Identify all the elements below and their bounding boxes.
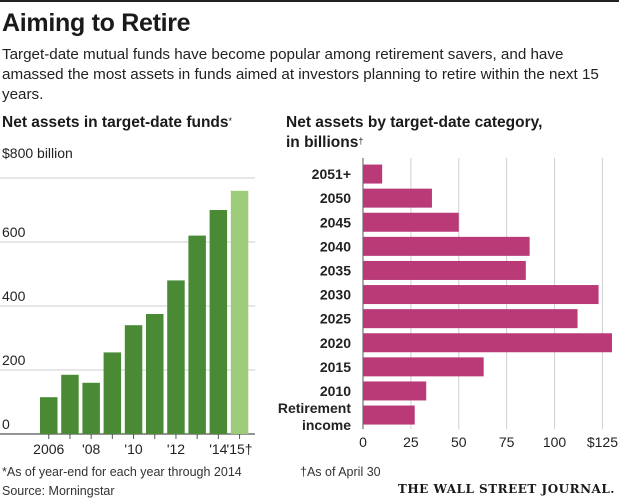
x-tick-label-25: 25 — [403, 434, 419, 450]
x-tick-label-2014: '14 — [209, 441, 227, 457]
right-chart-title: Net assets by target-date category, in b… — [286, 113, 542, 153]
page-subtitle: Target-date mutual funds have become pop… — [2, 46, 599, 103]
x-tick-label-125: $125 — [587, 434, 618, 450]
top-rule — [0, 0, 619, 2]
hbar-2035 — [363, 260, 526, 280]
category-label-2010: 2010 — [320, 383, 351, 399]
hbar-2030 — [363, 285, 599, 305]
bar-2006 — [40, 397, 58, 434]
y-tick-label-0: 0 — [2, 416, 10, 432]
right-chart-title-line1: Net assets by target-date category, — [286, 114, 543, 131]
left-chart-title-text: Net assets in target-date funds — [2, 114, 229, 131]
hbar-2010 — [363, 381, 427, 401]
source-note: Source: Morningstar — [2, 484, 115, 498]
y-tick-label-400: 400 — [2, 288, 26, 304]
category-label-2015: 2015 — [320, 359, 351, 375]
bar-2012 — [167, 280, 185, 434]
y-tick-label-200: 200 — [2, 352, 26, 368]
hbar-2045 — [363, 212, 459, 232]
x-tick-label-2008: '08 — [82, 441, 100, 457]
bar-2015 — [230, 190, 249, 434]
hbar-2020 — [363, 333, 612, 353]
category-label-retirement-income-line1: Retirement — [278, 400, 351, 416]
bar-2009 — [103, 352, 122, 434]
category-label-2051plus: 2051+ — [312, 166, 351, 182]
right-chart-title-line2-wrap: in billions† — [286, 133, 542, 153]
x-tick-label-2012: '12 — [167, 441, 185, 457]
hbar-2015 — [363, 357, 484, 377]
y-tick-label-600: 600 — [2, 224, 26, 240]
right-chart-title-mark: † — [358, 136, 364, 146]
bar-2014 — [209, 210, 228, 434]
y-unit-label: $800 billion — [2, 145, 73, 161]
x-tick-label-50: 50 — [451, 434, 467, 450]
x-tick-label-0: 0 — [359, 434, 367, 450]
category-label-2045: 2045 — [320, 214, 351, 230]
category-label-2030: 2030 — [320, 287, 351, 303]
left-chart-title-mark: * — [228, 116, 233, 126]
right-bar-chart: 0 25 50 75 100 $125 2051+ 2050 2045 2040 2035 2030 2… — [278, 158, 618, 450]
hbar-2040 — [363, 236, 530, 256]
page-title: Aiming to Retire — [2, 9, 191, 37]
category-label-2050: 2050 — [320, 190, 351, 206]
right-chart-title-line2: in billions — [286, 134, 359, 151]
bar-2007 — [61, 374, 79, 434]
x-tick-label-100: 100 — [543, 434, 567, 450]
hbar-2050 — [363, 188, 432, 208]
left-bar-chart: $800 billion 0 200 400 600 2006 '08 '10 '12 '14'1… — [0, 145, 255, 457]
x-tick-label-2015: '15† — [227, 441, 253, 457]
left-chart-title: Net assets in target-date funds* — [2, 113, 232, 133]
bar-2008 — [82, 382, 100, 434]
category-label-2040: 2040 — [320, 238, 351, 254]
hbar-2051+ — [363, 164, 383, 184]
category-label-2025: 2025 — [320, 311, 351, 327]
hbar-retirement-income — [363, 405, 415, 425]
x-tick-label-2010: '10 — [124, 441, 142, 457]
x-tick-label-75: 75 — [499, 434, 515, 450]
footnote-dagger: †As of April 30 — [300, 465, 381, 479]
bar-2013 — [188, 235, 206, 434]
bar-2010 — [124, 325, 143, 434]
publisher-logo: THE WALL STREET JOURNAL. — [397, 482, 615, 496]
x-tick-label-2006: 2006 — [33, 441, 64, 457]
category-label-2035: 2035 — [320, 262, 351, 278]
hbar-2025 — [363, 309, 578, 329]
category-label-2020: 2020 — [320, 335, 351, 351]
category-label-retirement-income-line2: income — [302, 417, 351, 433]
footnote-asterisk: *As of year-end for each year through 20… — [2, 465, 242, 479]
bar-2011 — [146, 314, 164, 434]
